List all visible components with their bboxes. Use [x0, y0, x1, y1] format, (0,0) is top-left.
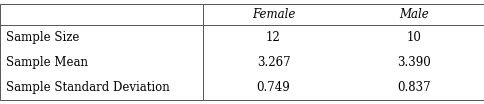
Text: Sample Standard Deviation: Sample Standard Deviation [6, 81, 169, 94]
Text: 3.390: 3.390 [397, 56, 431, 69]
Text: 3.267: 3.267 [257, 56, 290, 69]
Text: Sample Size: Sample Size [6, 31, 79, 44]
Text: Sample Mean: Sample Mean [6, 56, 88, 69]
Text: 12: 12 [266, 31, 281, 44]
Text: Female: Female [252, 8, 295, 21]
Text: 10: 10 [407, 31, 421, 44]
Text: 0.837: 0.837 [397, 81, 431, 94]
Text: 0.749: 0.749 [257, 81, 290, 94]
Text: Male: Male [399, 8, 429, 21]
